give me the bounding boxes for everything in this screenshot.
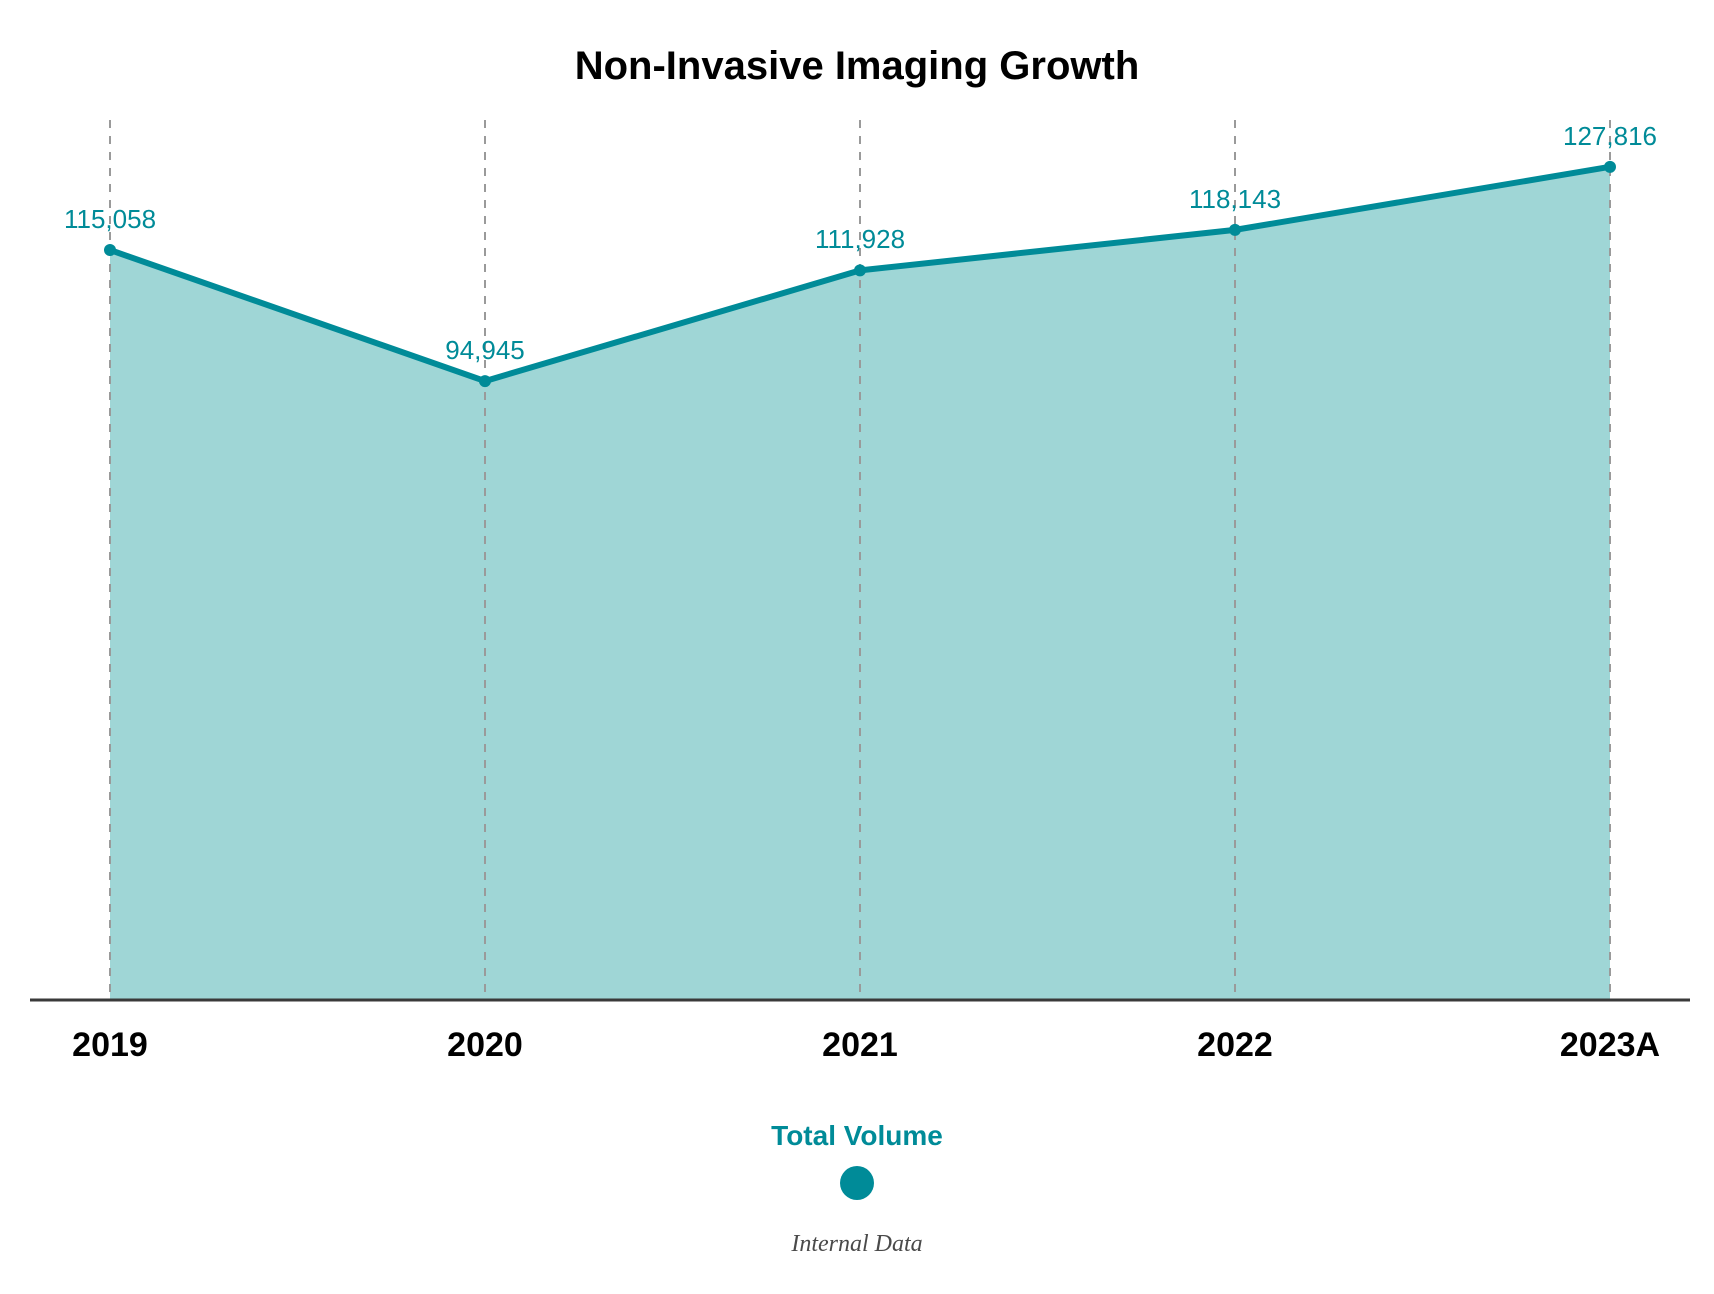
- data-label: 94,945: [445, 335, 525, 366]
- series-marker: [1604, 161, 1616, 173]
- series-marker: [479, 375, 491, 387]
- legend-footnote: Internal Data: [0, 1231, 1714, 1258]
- legend: Total Volume Internal Data: [0, 1120, 1714, 1258]
- x-tick-label: 2021: [822, 1026, 898, 1065]
- series-marker: [104, 244, 116, 256]
- x-tick-label: 2019: [72, 1026, 148, 1065]
- x-tick-label: 2023A: [1560, 1026, 1660, 1065]
- data-label: 118,143: [1189, 184, 1281, 215]
- x-tick-label: 2022: [1197, 1026, 1273, 1065]
- data-label: 127,816: [1563, 121, 1657, 152]
- x-tick-label: 2020: [447, 1026, 523, 1065]
- legend-marker-icon: [840, 1166, 874, 1200]
- series-marker: [1229, 224, 1241, 236]
- series-marker: [854, 264, 866, 276]
- legend-title: Total Volume: [0, 1120, 1714, 1152]
- data-label: 111,928: [815, 224, 905, 255]
- area-chart: Non-Invasive Imaging Growth 115,05820199…: [0, 0, 1714, 1294]
- data-label: 115,058: [64, 204, 156, 235]
